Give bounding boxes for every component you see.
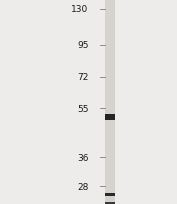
Text: 72: 72: [77, 73, 88, 82]
Text: 95: 95: [77, 41, 88, 50]
FancyBboxPatch shape: [105, 114, 115, 120]
Text: 28: 28: [77, 182, 88, 191]
Text: 36: 36: [77, 153, 88, 162]
FancyBboxPatch shape: [105, 202, 115, 204]
Text: 55: 55: [77, 104, 88, 113]
FancyBboxPatch shape: [105, 0, 115, 204]
FancyBboxPatch shape: [105, 193, 115, 196]
Text: 130: 130: [71, 5, 88, 14]
